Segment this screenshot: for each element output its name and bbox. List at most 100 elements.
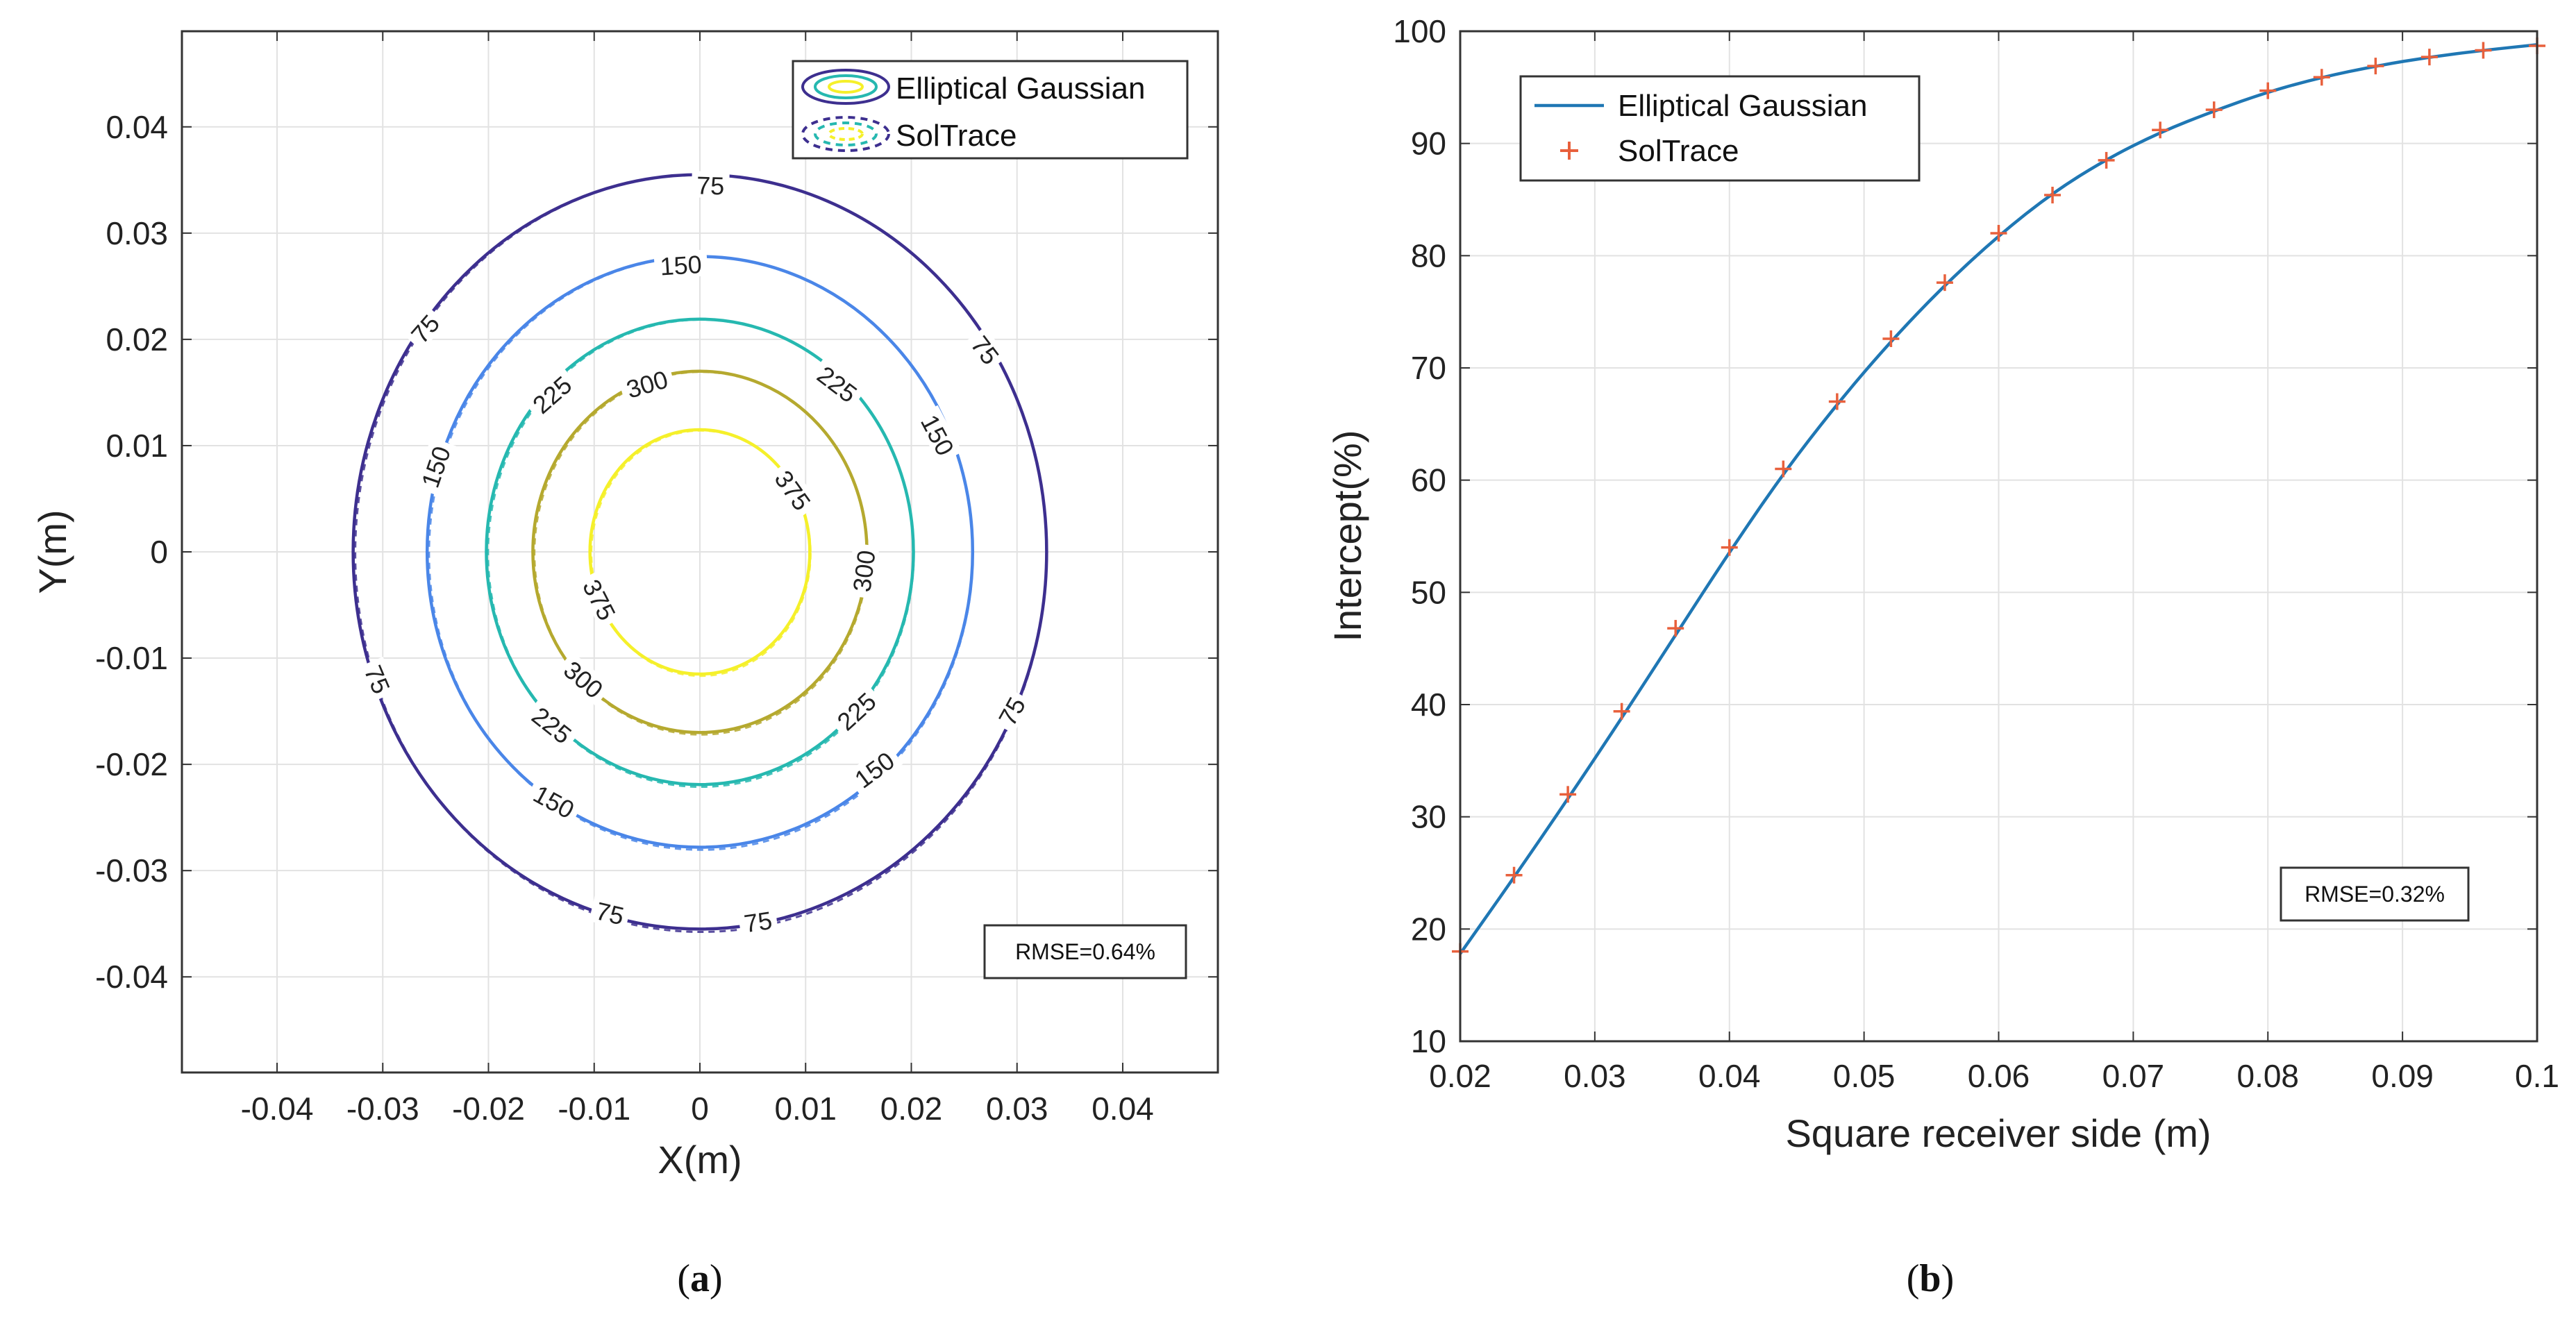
contour-label: 225 xyxy=(523,698,582,752)
contour-legend: Elliptical Gaussian SolTrace xyxy=(792,60,1189,160)
contour-soltrace-150 xyxy=(428,255,974,851)
legend-soltrace-dashed-icon xyxy=(801,116,890,152)
intercept-y-tick-label: 70 xyxy=(1411,350,1446,386)
soltrace-marker xyxy=(1936,274,1953,292)
contour-label-background xyxy=(691,171,730,199)
soltrace-marker xyxy=(2152,121,2169,139)
intercept-rmse-text: RMSE=0.32% xyxy=(2305,882,2445,907)
contour-legend-label-soltrace: SolTrace xyxy=(896,119,1017,153)
intercept-y-tick-label: 60 xyxy=(1411,462,1446,498)
series-markers-soltrace xyxy=(1452,37,2545,960)
soltrace-marker xyxy=(1990,225,2007,242)
intercept-x-tick-label: 0.07 xyxy=(2102,1058,2165,1094)
intercept-legend-label-soltrace: SolTrace xyxy=(1618,134,1739,168)
contour-label-background xyxy=(767,460,820,519)
intercept-x-tick-label: 0.06 xyxy=(1968,1058,2030,1094)
soltrace-marker xyxy=(2475,42,2492,59)
intercept-x-tick-label: 0.09 xyxy=(2371,1058,2434,1094)
contour-label-background xyxy=(737,904,779,937)
contour-label-background xyxy=(524,776,584,825)
legend-plus-soltrace-icon xyxy=(1560,142,1578,160)
contour-label-background xyxy=(827,683,885,739)
contour-label: 75 xyxy=(589,895,632,930)
contour-x-tick-label: 0.03 xyxy=(986,1091,1048,1127)
contour-x-tick-label: -0.01 xyxy=(558,1091,630,1127)
intercept-x-tick-label: 0.05 xyxy=(1833,1058,1896,1094)
subfigure-caption-b: (b) xyxy=(1907,1257,1954,1300)
intercept-x-tick-label: 0.03 xyxy=(1564,1058,1626,1094)
soltrace-marker xyxy=(2044,187,2061,204)
intercept-x-tick-label: 0.08 xyxy=(2236,1058,2299,1094)
contour-x-tick-label: -0.02 xyxy=(452,1091,525,1127)
intercept-x-tick-label: 0.04 xyxy=(1698,1058,1761,1094)
soltrace-marker xyxy=(1775,460,1792,478)
intercept-y-tick-label: 40 xyxy=(1411,687,1446,723)
contour-y-tick-label: 0.03 xyxy=(106,215,168,251)
contour-label-background xyxy=(846,543,880,599)
intercept-y-tick-label: 30 xyxy=(1411,799,1446,835)
contour-y-tick-label: 0 xyxy=(150,534,168,570)
intercept-y-tick-label: 10 xyxy=(1411,1023,1446,1059)
contour-label-background xyxy=(653,249,708,280)
contour-x-axis-label: X(m) xyxy=(658,1138,742,1181)
contour-y-axis-label: Y(m) xyxy=(31,510,74,594)
contour-x-ticks: -0.04 -0.03 -0.02 -0.01 0 0.01 0.02 0.03 0.04 xyxy=(241,31,1154,1127)
intercept-rmse-box: RMSE=0.32% xyxy=(2280,866,2470,922)
contour-x-tick-label: 0.02 xyxy=(880,1091,943,1127)
contour-label-background xyxy=(617,363,676,404)
contour-label-text: 300 xyxy=(847,548,880,594)
contour-label-background xyxy=(808,357,867,410)
intercept-y-tick-label: 90 xyxy=(1411,126,1446,162)
soltrace-marker xyxy=(1559,786,1577,803)
contour-label-background xyxy=(523,698,582,752)
contour-label: 75 xyxy=(737,904,779,938)
contour-x-tick-label: -0.04 xyxy=(241,1091,314,1127)
intercept-y-tick-label: 50 xyxy=(1411,574,1446,610)
contour-label-background xyxy=(358,657,398,702)
contour-y-tick-label: 0.01 xyxy=(106,428,168,464)
contour-label: 150 xyxy=(414,437,456,496)
contour-x-tick-label: 0 xyxy=(691,1091,709,1127)
contour-label-background xyxy=(414,437,456,496)
intercept-x-ticks: 0.02 0.03 0.04 0.05 0.06 0.07 0.08 0.09 0.1 xyxy=(1429,31,2559,1094)
contour-y-tick-label: -0.03 xyxy=(95,852,168,889)
soltrace-marker xyxy=(1505,866,1523,884)
soltrace-marker xyxy=(1828,393,1846,410)
subfigure-letter-a: a xyxy=(690,1257,710,1300)
subfigure-letter-b: b xyxy=(1919,1257,1941,1300)
soltrace-marker xyxy=(1613,702,1630,720)
contour-label-background xyxy=(555,651,613,706)
contour-label-background xyxy=(589,895,632,930)
contour-label: 300 xyxy=(846,543,881,599)
contour-y-tick-label: -0.04 xyxy=(95,959,168,995)
intercept-x-axis-label: Square receiver side (m) xyxy=(1785,1111,2211,1155)
intercept-legend: Elliptical Gaussian SolTrace xyxy=(1519,75,1921,182)
soltrace-marker xyxy=(2420,49,2438,66)
soltrace-marker xyxy=(2259,82,2277,99)
intercept-legend-box xyxy=(1519,75,1921,182)
contour-label-text: 75 xyxy=(593,896,626,930)
contour-label: 150 xyxy=(653,249,708,281)
contour-soltrace-75 xyxy=(354,173,1048,934)
soltrace-marker xyxy=(2367,58,2384,75)
intercept-x-tick-label: 0.02 xyxy=(1429,1058,1491,1094)
legend-elliptical-gaussian-icon xyxy=(801,69,890,105)
soltrace-marker xyxy=(2205,101,2223,119)
contour-label-background xyxy=(964,326,1008,373)
contour-label-text: 75 xyxy=(742,906,774,938)
contour-label-background xyxy=(402,305,447,351)
intercept-x-tick-label: 0.1 xyxy=(2515,1058,2559,1094)
intercept-y-axis-label: Intercept(%) xyxy=(1325,430,1369,642)
soltrace-marker xyxy=(1721,539,1738,556)
soltrace-marker xyxy=(2313,69,2330,86)
contour-label-text: 75 xyxy=(696,171,725,200)
contour-y-tick-label: -0.02 xyxy=(95,746,168,782)
contour-rmse-text: RMSE=0.64% xyxy=(1015,939,1155,964)
intercept-legend-label-elliptical-gaussian: Elliptical Gaussian xyxy=(1618,89,1868,123)
contour-y-ticks: -0.04 -0.03 -0.02 -0.01 0 0.01 0.02 0.03 0.04 xyxy=(95,109,1218,995)
contour-label-text: 150 xyxy=(659,250,702,281)
contour-x-tick-label: -0.03 xyxy=(346,1091,419,1127)
soltrace-marker xyxy=(1882,330,1900,347)
